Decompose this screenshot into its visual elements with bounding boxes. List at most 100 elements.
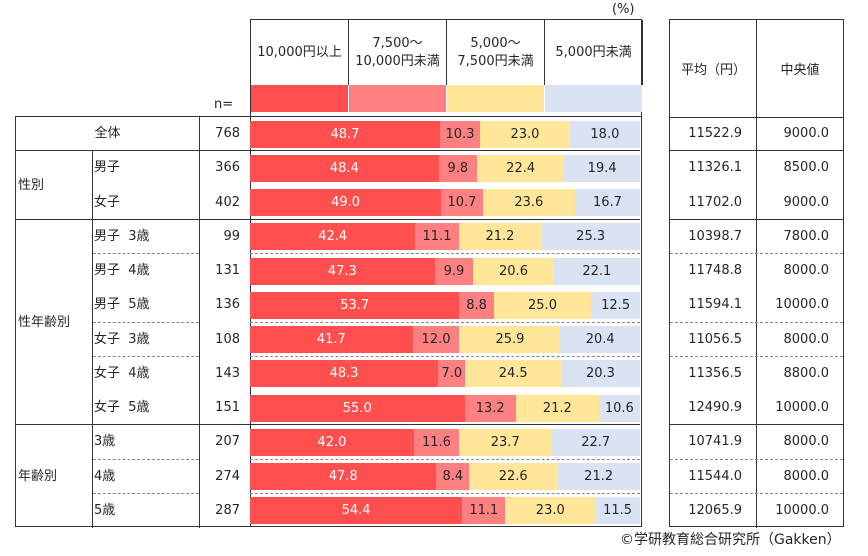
legend-label: 7,500～ 10,000円未満 [349,20,447,85]
mean-header: 平均（円） [680,63,746,78]
row-label: 5歳 [94,502,116,518]
bar-segment: 20.4 [560,326,640,354]
row-label: 男子 [94,160,121,176]
legend-header: 10,000円以上 7,500～ 10,000円未満 5,000～ 7,500円未満 5,… [250,19,643,116]
legend-swatch [545,85,642,112]
row-divider [250,218,640,220]
n-value: 143 [215,365,240,381]
row-divider [670,150,843,152]
mean-value: 11056.5 [688,331,742,347]
median-value: 8000.0 [783,263,830,279]
row-divider-dashed [93,492,199,494]
row-divider [670,117,843,118]
bar-segment: 24.5 [465,360,561,388]
bar-segment: 25.0 [493,291,592,319]
bar-segment: 8.8 [459,291,494,319]
row-divider-dashed [250,458,640,460]
legend-label-line: 5,000～ [470,35,521,51]
group-label: 性別 [18,177,45,193]
bar-segment: 22.7 [551,428,640,456]
group-label: 全体 [94,126,121,142]
bar-segment: 47.8 [250,463,437,491]
n-value: 99 [223,228,240,244]
row-divider-dashed [670,492,843,494]
bar-segment: 21.2 [515,394,599,422]
row-divider-dashed [250,492,640,494]
row-divider-dashed [250,355,640,357]
col-divider [756,20,757,528]
legend-label-text: 5,000円未満 [555,44,631,62]
median-value: 10000.0 [775,400,829,416]
row-divider-dashed [250,253,640,254]
row-label: 女子 5歳 [94,400,150,416]
row-divider-dashed [670,321,843,323]
legend-label: 5,000円未満 [545,20,643,85]
row-label: 3歳 [94,434,116,450]
row-label: 男子 5歳 [94,297,150,313]
legend-label-text: 7,500～ 10,000円未満 [355,35,440,71]
mean-value: 11326.1 [688,160,742,176]
n-label: n= [214,97,234,112]
bar-segment: 10.7 [441,189,483,217]
bar-segment: 22.1 [553,257,640,285]
median-value: 8000.0 [783,434,830,450]
mean-value: 10398.7 [688,228,742,244]
bar-segment: 41.7 [250,326,413,354]
n-value: 108 [215,331,240,347]
mean-value: 12065.9 [688,502,742,518]
bar-segment: 19.4 [564,154,640,182]
row-divider [16,218,252,220]
row-divider [250,150,640,152]
n-value: 287 [215,502,240,518]
row-label: 女子 4歳 [94,365,150,381]
row-divider-dashed [93,321,199,323]
n-value: 274 [215,468,240,484]
category-table: 全体 性別 男子 女子 性年齢別 男子 3歳 男子 4歳 男子 5歳 女子 3歳 女子 4歳 女子 … [15,116,252,528]
bar-segment: 21.2 [458,223,542,251]
mean-value: 11522.9 [688,126,742,142]
row-divider-dashed [93,458,199,460]
mean-value: 11594.1 [688,297,742,313]
bar-segment: 20.6 [473,257,554,285]
bar-segment: 54.4 [250,497,463,525]
bar-segment: 11.5 [595,497,640,525]
bar-segment: 7.0 [438,360,466,388]
n-value: 207 [215,434,240,450]
row-divider-dashed [93,253,199,254]
group-label: 年齢別 [18,468,58,484]
bar-segment: 25.9 [459,326,561,354]
row-label: 女子 [94,194,121,210]
mean-value: 10741.9 [688,434,742,450]
bar-segment: 16.7 [574,189,640,217]
bar-segment: 13.2 [464,394,516,422]
median-value: 9000.0 [783,126,830,142]
legend-label-line: 10,000円以上 [257,44,342,60]
bar-segment: 8.4 [436,463,470,491]
copyright: ©学研教育総合研究所（Gakken） [620,532,841,548]
legend-label-line: 7,500～ [372,35,423,51]
bar-segment: 42.0 [250,428,414,456]
row-divider-dashed [670,253,843,254]
legend-swatch [349,85,446,112]
median-value: 10000.0 [775,502,829,518]
legend-label-text: 10,000円以上 [257,44,342,62]
row-divider [250,424,640,426]
mean-value: 11356.5 [688,365,742,381]
bar-segment: 11.6 [413,428,460,456]
bar-segment: 55.0 [250,394,465,422]
bar-segment: 23.0 [480,120,570,148]
bar-segment: 23.0 [505,497,596,525]
median-value: 8500.0 [783,160,830,176]
bar-segment: 9.8 [438,154,477,182]
row-divider-dashed [670,355,843,357]
bar-segment: 48.4 [250,154,439,182]
bar-segment: 47.3 [250,257,435,285]
bar-segment: 21.2 [557,463,640,491]
stacked-bar-chart: 48.7 10.3 23.0 18.0 48.4 9.8 22.4 19.4 49.0 10.7 2… [250,116,642,527]
bar-segment: 20.3 [560,360,640,388]
bar-segment: 12.5 [591,291,640,319]
legend-swatch [251,85,348,112]
n-value: 136 [215,297,240,313]
n-value: 131 [215,263,240,279]
bar-segment: 18.0 [569,120,640,148]
